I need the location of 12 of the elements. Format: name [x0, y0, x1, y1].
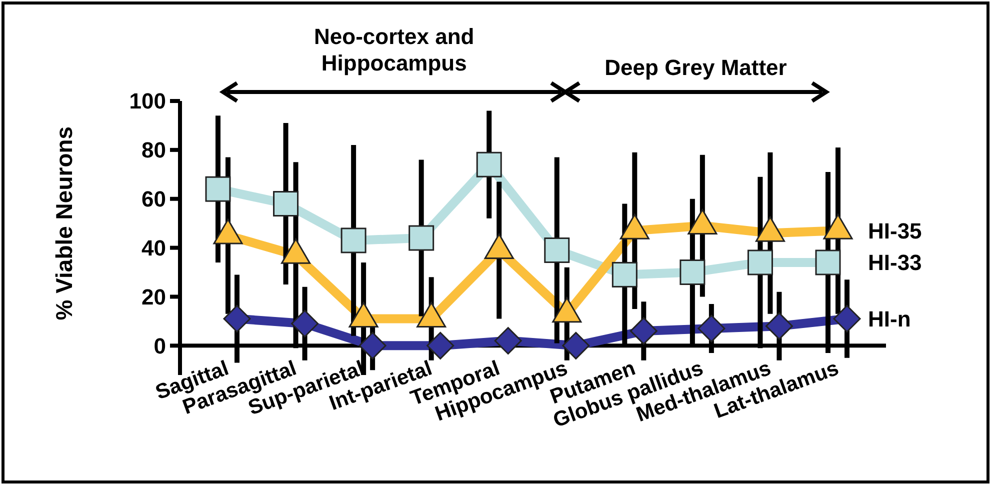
y-tick-label: 60: [142, 186, 166, 212]
y-tick-label: 80: [142, 138, 166, 163]
series-label: HI-33: [868, 250, 922, 276]
text: Neo-cortex and Hippocampus: [314, 24, 474, 76]
y-tick-label: 40: [142, 235, 166, 260]
text: Deep Grey Matter: [604, 55, 788, 80]
y-axis-title: % Viable Neurons: [51, 126, 77, 320]
y-tick-label: 100: [129, 88, 166, 114]
y-tick-label: 20: [142, 284, 166, 310]
series-label: HI-35: [868, 218, 922, 244]
y-tick-label: 0: [154, 333, 166, 358]
series-label: HI-n: [868, 306, 911, 332]
